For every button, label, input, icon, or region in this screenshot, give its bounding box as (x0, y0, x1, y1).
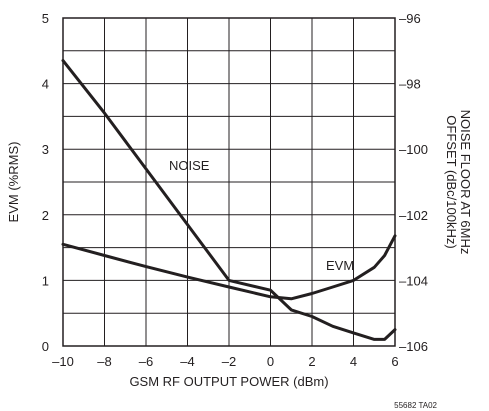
x-tick-label: –2 (222, 354, 236, 369)
y-right-tick-label: –98 (399, 77, 421, 92)
y-right-axis-title-line1: NOISE FLOOR AT 6MHz (458, 110, 473, 255)
grid (63, 18, 395, 346)
x-tick-label: 4 (350, 354, 357, 369)
y-right-tick-label: –100 (399, 142, 428, 157)
y-left-tick-label: 1 (42, 273, 49, 288)
x-tick-label: 0 (267, 354, 274, 369)
series-line-noise (61, 59, 397, 341)
y-right-axis-title-line2: OFFSET (dBc/100kHz) (444, 115, 459, 248)
x-tick-label: –6 (139, 354, 153, 369)
y-left-tick-labels: 0 1 2 3 4 5 (42, 11, 49, 354)
y-right-tick-label: –96 (399, 11, 421, 26)
plot-frame (62, 17, 396, 347)
y-left-axis-title: EVM (%RMS) (6, 142, 21, 223)
annotation-evm: EVM (326, 258, 354, 273)
y-right-tick-labels: –106 –104 –102 –100 –98 –96 (399, 11, 428, 354)
x-tick-label: 2 (308, 354, 315, 369)
x-axis-title: GSM RF OUTPUT POWER (dBm) (129, 374, 328, 389)
x-tick-label: –10 (52, 354, 74, 369)
y-left-tick-label: 3 (42, 142, 49, 157)
series-line-evm (61, 234, 397, 301)
y-left-tick-label: 4 (42, 77, 49, 92)
x-tick-labels: –10 –8 –6 –4 –2 0 2 4 6 (52, 354, 398, 369)
x-tick-label: –8 (97, 354, 111, 369)
y-right-tick-label: –104 (399, 273, 428, 288)
annotation-noise: NOISE (169, 158, 210, 173)
y-left-tick-label: 5 (42, 11, 49, 26)
y-left-tick-label: 2 (42, 208, 49, 223)
y-left-tick-label: 0 (42, 339, 49, 354)
x-tick-label: –4 (180, 354, 194, 369)
y-right-tick-label: –106 (399, 339, 428, 354)
figure-reference: 55682 TA02 (394, 401, 437, 410)
x-tick-label: 6 (391, 354, 398, 369)
series-group (61, 59, 397, 341)
y-right-tick-label: –102 (399, 208, 428, 223)
